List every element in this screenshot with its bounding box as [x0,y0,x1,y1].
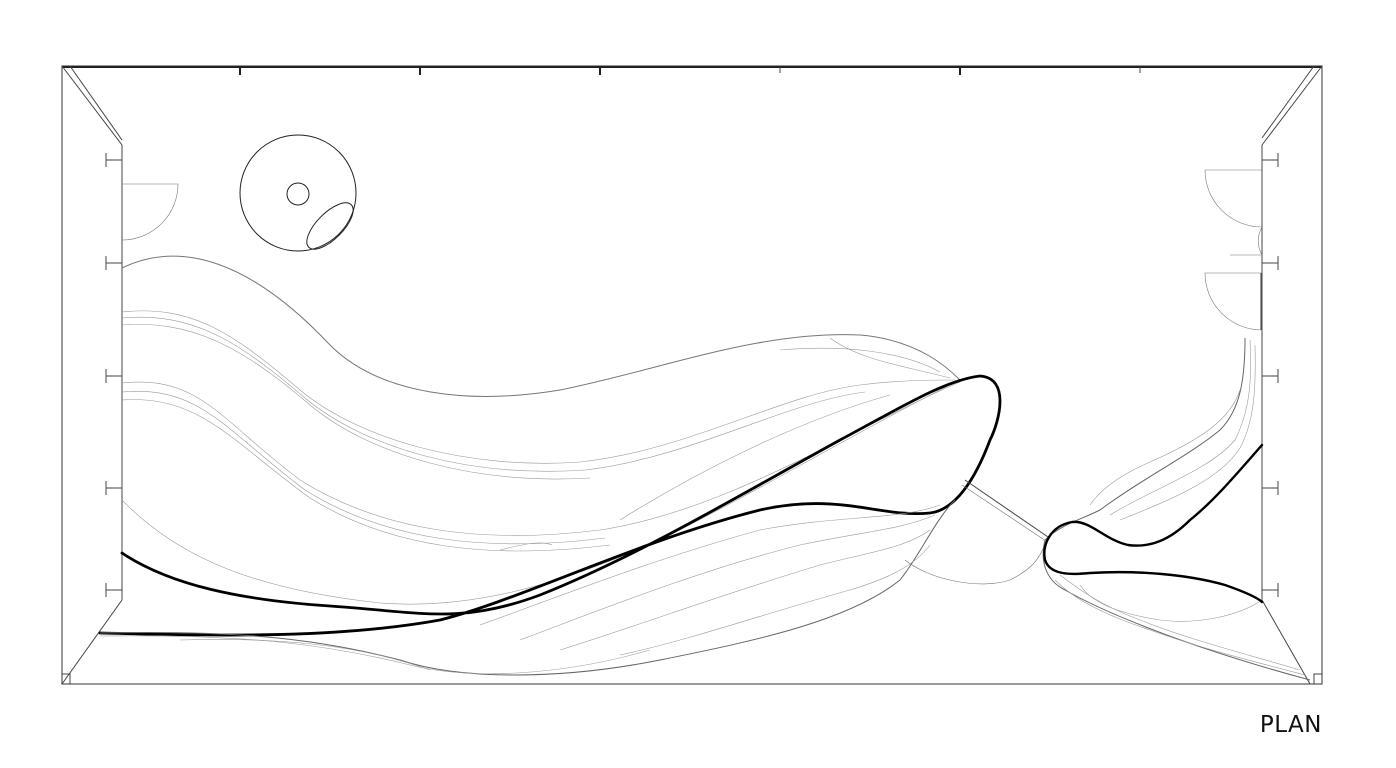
left-wall [61,65,123,685]
room-outline [61,65,1323,685]
right-wall [1261,65,1323,685]
main-sofa-outline [98,374,1002,637]
door-swings [121,169,1263,331]
round-fixture [239,134,357,252]
right-sofa-outline [1043,443,1264,604]
upper-wave-contours [121,255,961,605]
top-tick-marks [239,67,1141,75]
left-wall-brackets [105,153,122,597]
right-wall-brackets [1262,153,1279,597]
lower-wave-contours [99,499,956,676]
center-divider [904,479,1049,585]
right-sofa-contours [1042,337,1311,681]
drawing-title: PLAN [1259,712,1322,738]
